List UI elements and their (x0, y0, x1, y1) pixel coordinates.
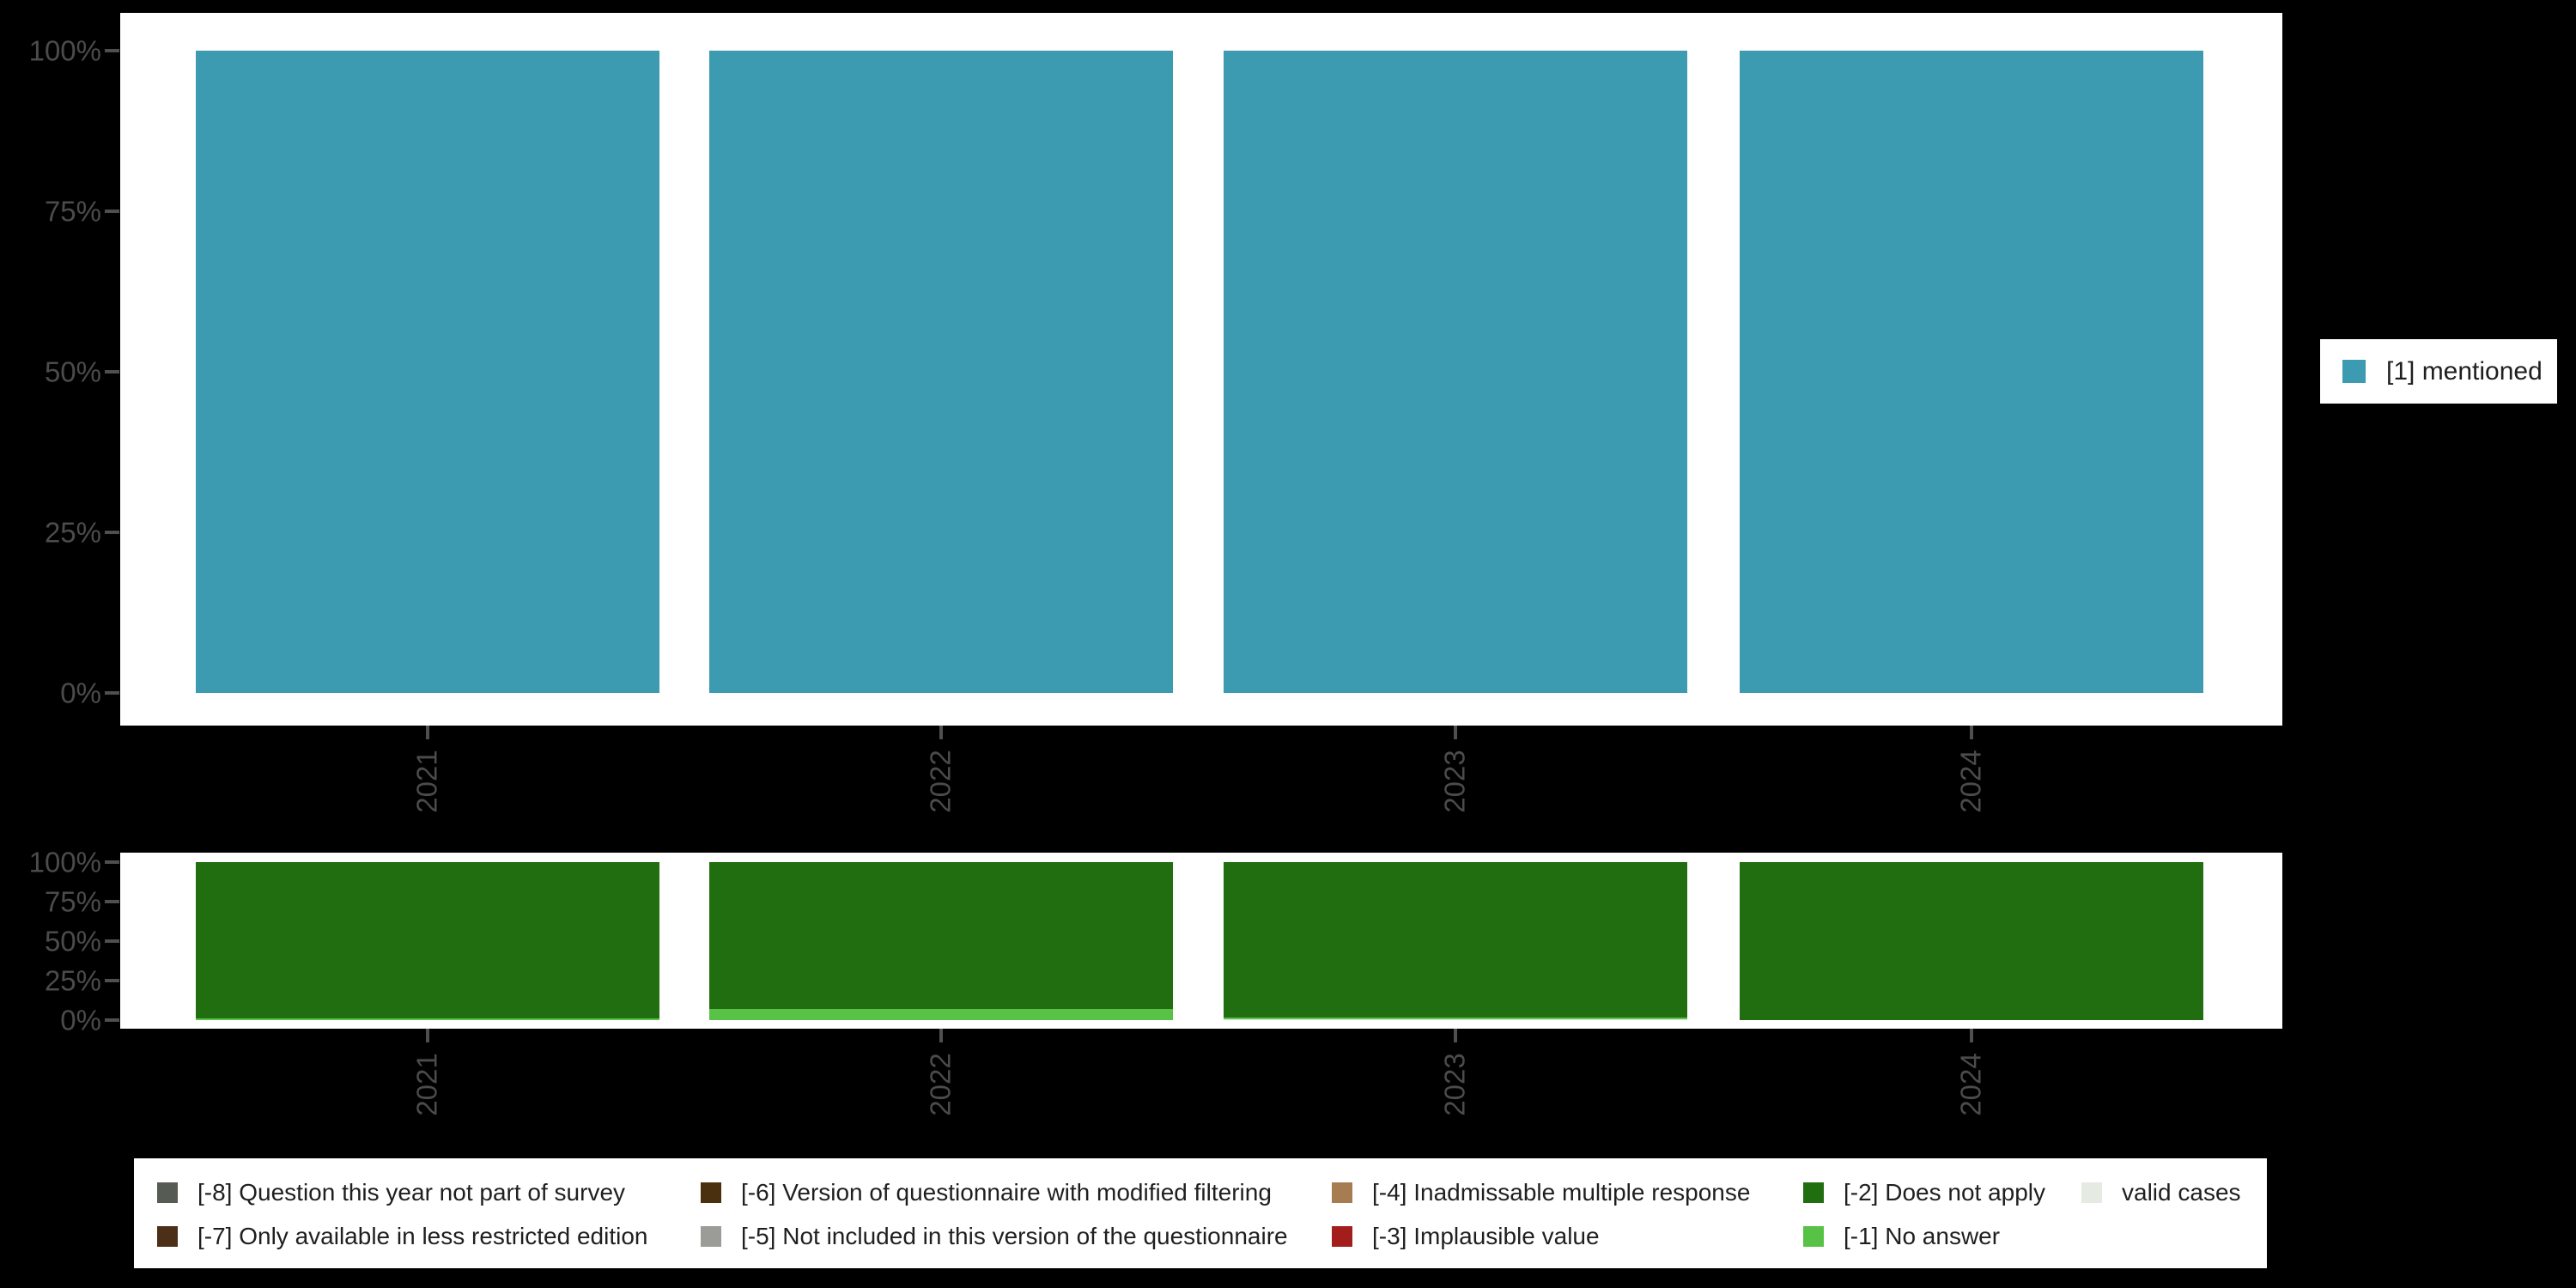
bar-segment-2021 (196, 1018, 659, 1021)
y-axis-tick-label: 0% (60, 1004, 101, 1036)
x-axis-tick-label-text: 2024 (1954, 1053, 1987, 1116)
x-axis-tick (1970, 726, 1973, 739)
y-axis-tick-label: 25% (44, 516, 101, 549)
legend-item-label: [-8] Question this year not part of surv… (197, 1179, 626, 1206)
x-axis-tick-label-text: 2023 (1438, 1053, 1471, 1116)
x-axis-tick-label: 2023 (1404, 730, 1507, 833)
x-axis-tick (1454, 726, 1457, 739)
x-axis-tick (939, 1029, 943, 1042)
x-axis-tick (1970, 1029, 1973, 1042)
y-axis-tick (105, 900, 119, 903)
bar-segment-2022 (709, 1009, 1173, 1020)
legend-swatch-icon (157, 1182, 178, 1203)
legend-item: [-8] Question this year not part of surv… (157, 1174, 625, 1212)
y-axis-tick (105, 1018, 119, 1022)
x-axis-tick (939, 726, 943, 739)
x-axis-tick-label-text: 2022 (924, 750, 957, 813)
y-axis-tick-label: 75% (44, 195, 101, 228)
legend-item: [-4] Inadmissable multiple response (1332, 1174, 1750, 1212)
x-axis-tick-label-text: 2022 (924, 1053, 957, 1116)
x-axis-tick (426, 726, 429, 739)
y-axis-tick-label: 0% (60, 677, 101, 709)
y-axis-tick-label: 50% (44, 355, 101, 388)
y-axis-tick (105, 979, 119, 982)
y-axis-tick-label: 50% (44, 925, 101, 957)
legend-item: [-2] Does not apply (1803, 1174, 2045, 1212)
legend-swatch-icon (701, 1226, 721, 1247)
legend-swatch-icon (1332, 1226, 1352, 1247)
y-axis-tick-label: 100% (28, 846, 101, 878)
x-axis-tick-label: 2022 (890, 1033, 993, 1136)
legend-item-label: [-6] Version of questionnaire with modif… (741, 1179, 1272, 1206)
bar-segment-2024 (1740, 862, 2203, 1020)
legend-item: [-3] Implausible value (1332, 1218, 1600, 1255)
legend-swatch-icon (1332, 1182, 1352, 1203)
legend-item-label: [-3] Implausible value (1372, 1223, 1600, 1249)
legend-item-label: [-5] Not included in this version of the… (741, 1223, 1288, 1249)
y-axis-tick-label: 100% (28, 34, 101, 67)
legend-swatch-icon (1803, 1182, 1824, 1203)
x-axis-tick-label: 2023 (1404, 1033, 1507, 1136)
legend-item-label: [-7] Only available in less restricted e… (197, 1223, 648, 1249)
y-axis-tick (105, 691, 119, 695)
y-axis-tick-label: 25% (44, 964, 101, 997)
y-axis-tick (105, 370, 119, 374)
y-axis-tick-label: 75% (44, 885, 101, 918)
x-axis-tick-label: 2024 (1920, 1033, 2023, 1136)
y-axis-tick (105, 49, 119, 52)
bar-segment-2022 (709, 51, 1173, 693)
bar-segment-2023 (1224, 1018, 1687, 1020)
bar-segment-2024 (1740, 51, 2203, 693)
legend-item-label: valid cases (2122, 1179, 2241, 1206)
legend-item: [-6] Version of questionnaire with modif… (701, 1174, 1272, 1212)
legend-swatch-icon (701, 1182, 721, 1203)
x-axis-tick-label-text: 2021 (410, 750, 443, 813)
y-axis-tick (105, 939, 119, 943)
legend-item: [-5] Not included in this version of the… (701, 1218, 1288, 1255)
y-axis-tick (105, 210, 119, 213)
missing-values-legend: [-8] Question this year not part of surv… (134, 1158, 2267, 1268)
bar-segment-2022 (709, 862, 1173, 1010)
x-axis-tick-label-text: 2021 (410, 1053, 443, 1116)
legend-swatch-icon (157, 1226, 178, 1247)
legend-item-label: [-1] No answer (1844, 1223, 2001, 1249)
legend-item: [-7] Only available in less restricted e… (157, 1218, 647, 1255)
bar-segment-2021 (196, 51, 659, 693)
x-axis-tick (1454, 1029, 1457, 1042)
legend-item-label: [-4] Inadmissable multiple response (1372, 1179, 1751, 1206)
x-axis-tick (426, 1029, 429, 1042)
legend-item: [-1] No answer (1803, 1218, 2000, 1255)
bar-segment-2023 (1224, 51, 1687, 693)
x-axis-tick-label-text: 2024 (1954, 750, 1987, 813)
legend-item: valid cases (2081, 1174, 2241, 1212)
y-axis-tick (105, 860, 119, 864)
bar-segment-2021 (196, 862, 659, 1019)
legend-swatch-icon (2081, 1182, 2102, 1203)
bar-segment-2023 (1224, 862, 1687, 1018)
x-axis-tick-label: 2021 (376, 1033, 479, 1136)
x-axis-tick-label: 2022 (890, 730, 993, 833)
mentioned-legend-label: [1] mentioned (2386, 356, 2543, 386)
x-axis-tick-label: 2021 (376, 730, 479, 833)
legend-swatch-icon (1803, 1226, 1824, 1247)
legend-item-label: [-2] Does not apply (1844, 1179, 2046, 1206)
mentions-legend: [1] mentioned (2320, 339, 2557, 404)
x-axis-tick-label: 2024 (1920, 730, 2023, 833)
mentioned-swatch-icon (2342, 360, 2366, 383)
x-axis-tick-label-text: 2023 (1438, 750, 1471, 813)
y-axis-tick (105, 531, 119, 534)
